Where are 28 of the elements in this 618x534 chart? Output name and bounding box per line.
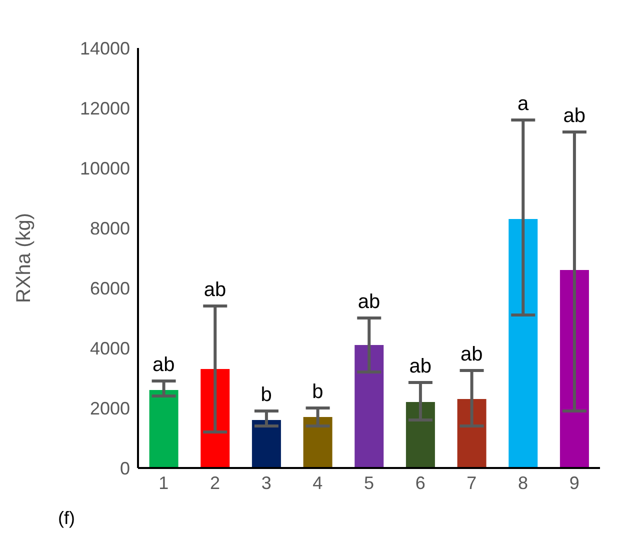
y-axis-title: RXha (kg) bbox=[13, 212, 36, 304]
x-tick-label: 6 bbox=[415, 472, 426, 493]
y-tick-label: 12000 bbox=[80, 98, 130, 118]
annotation: ab bbox=[152, 354, 175, 376]
y-tick-label: 10000 bbox=[80, 158, 130, 178]
annotation: ab bbox=[460, 344, 483, 366]
y-tick-label: 6000 bbox=[90, 278, 130, 298]
y-tick-label: 8000 bbox=[90, 218, 130, 238]
annotation: b bbox=[312, 381, 324, 403]
annotation: ab bbox=[409, 356, 432, 378]
text: (f) bbox=[58, 508, 75, 529]
x-tick-label: 5 bbox=[364, 472, 374, 493]
annotation: ab bbox=[358, 291, 380, 313]
y-tick-label: 14000 bbox=[80, 38, 130, 58]
x-tick-label: 2 bbox=[210, 472, 220, 493]
x-tick-label: 8 bbox=[518, 472, 528, 493]
annotation: b bbox=[260, 384, 272, 406]
x-tick-label: 7 bbox=[466, 472, 477, 493]
x-tick-label: 4 bbox=[312, 472, 323, 493]
x-tick-label: 3 bbox=[261, 472, 272, 493]
y-tick-label: 0 bbox=[120, 458, 130, 478]
annotation: ab bbox=[563, 105, 586, 127]
annotation: ab bbox=[204, 279, 226, 301]
y-tick-label: 2000 bbox=[90, 398, 130, 418]
y-tick-label: 4000 bbox=[90, 338, 130, 358]
annotation: a bbox=[517, 93, 530, 115]
x-tick-label: 1 bbox=[158, 472, 169, 493]
x-tick-label: 9 bbox=[569, 472, 580, 493]
